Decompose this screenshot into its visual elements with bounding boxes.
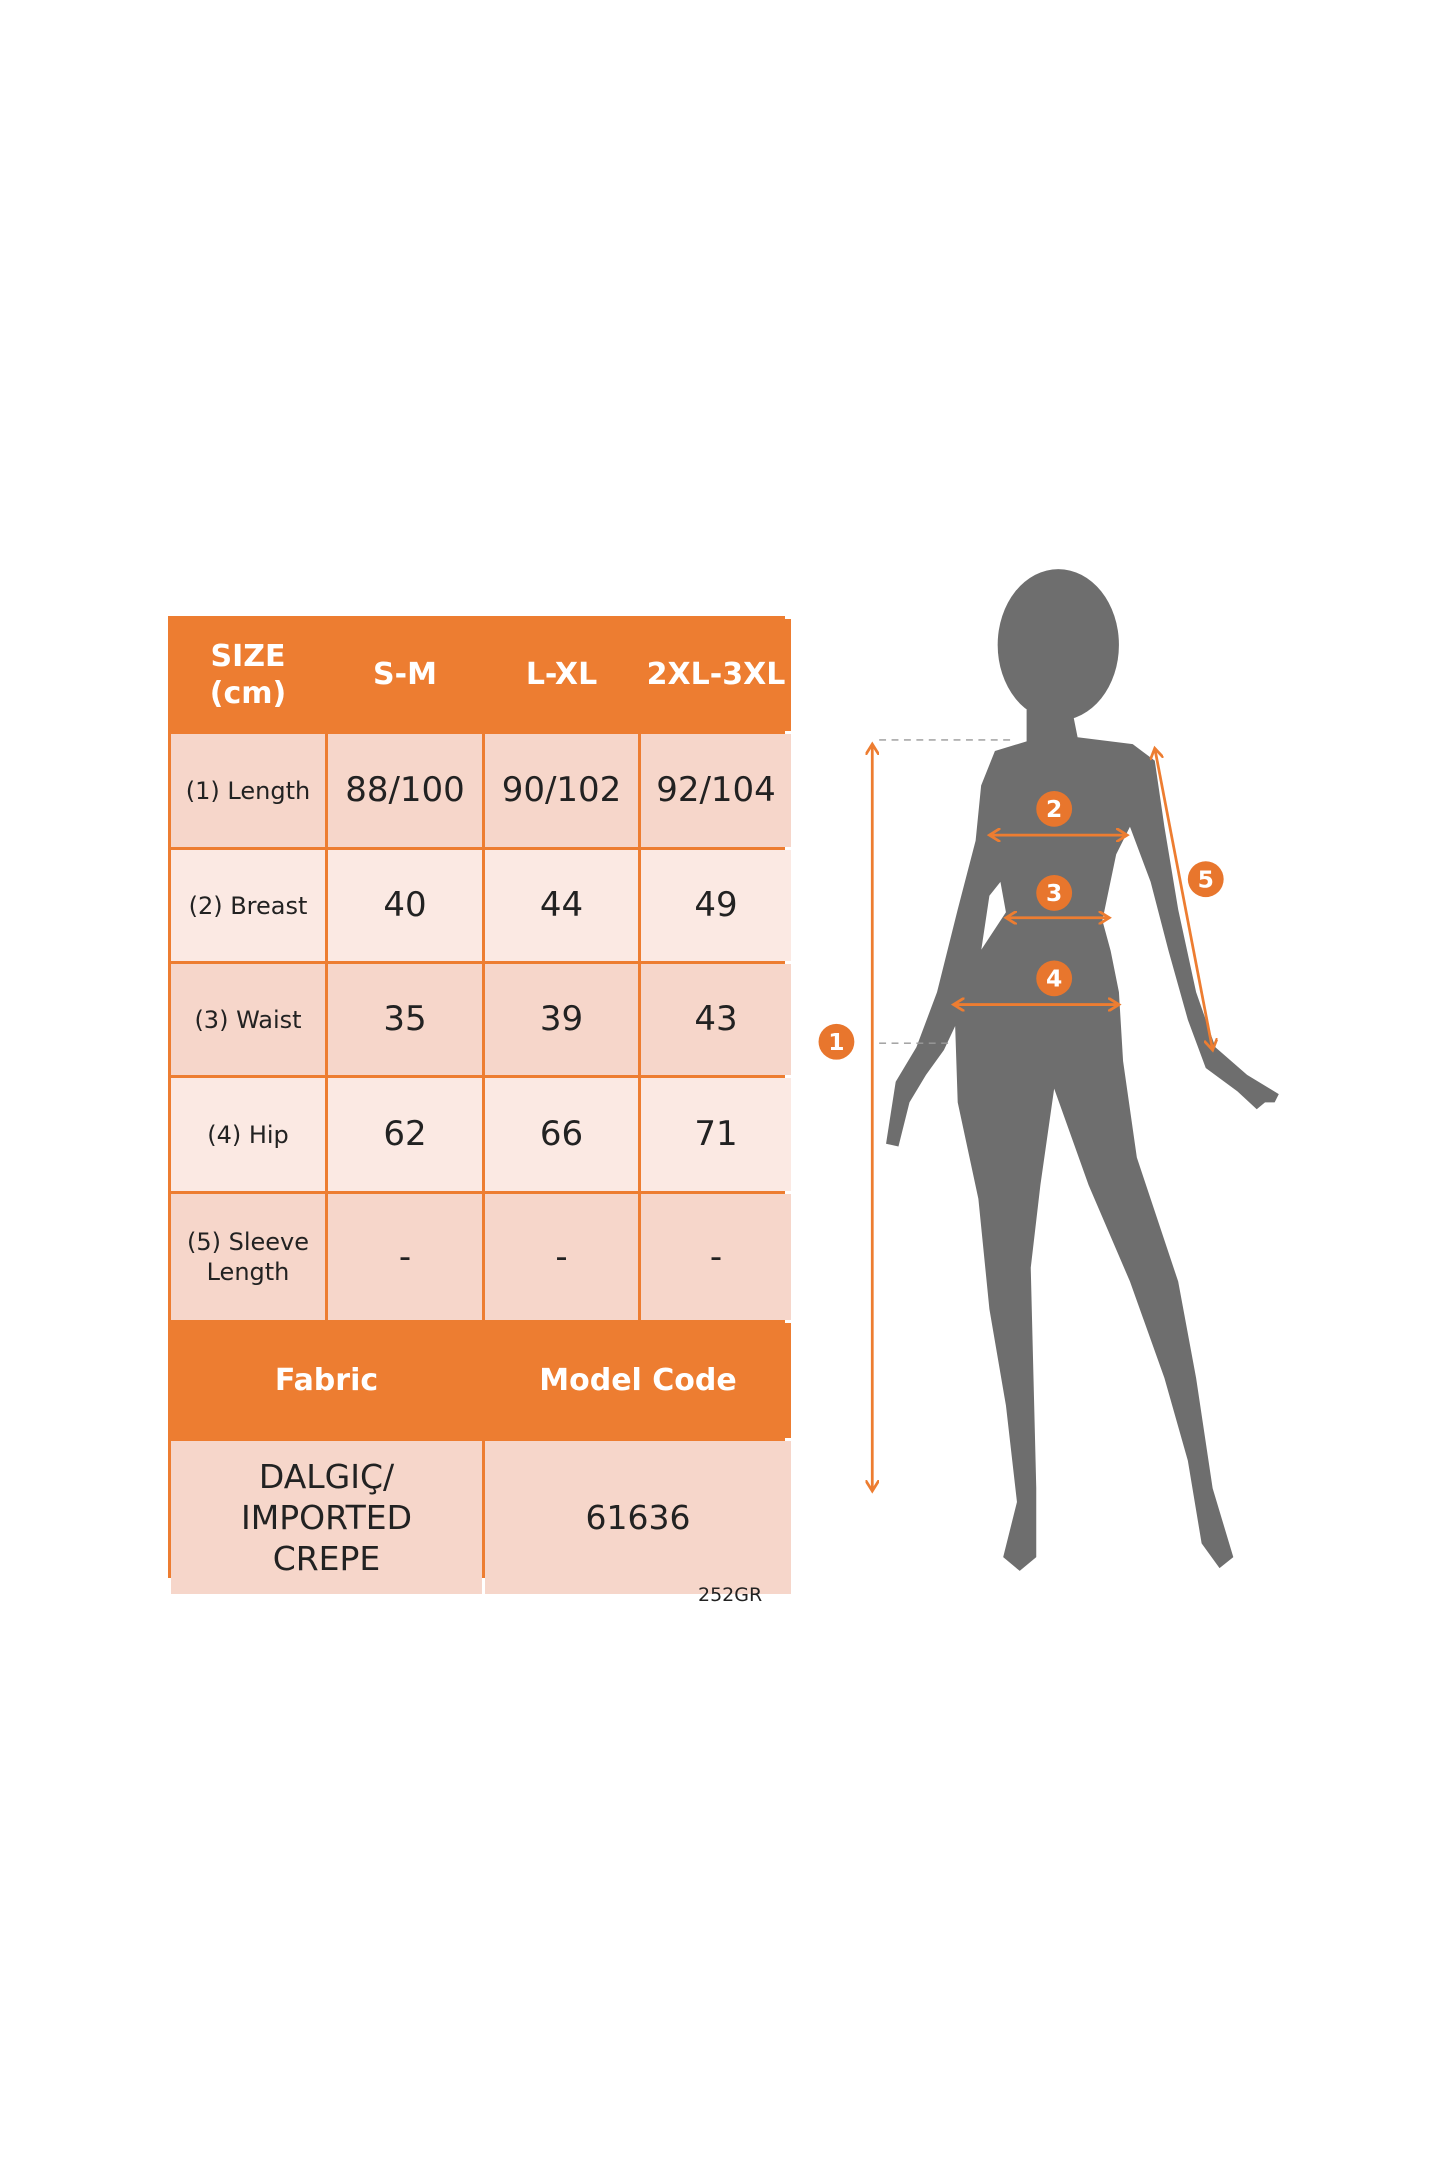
svg-text:3: 3: [1046, 879, 1062, 907]
measurement-guides: [872, 739, 1213, 1491]
cell-waist-2xl-3xl: 43: [641, 964, 791, 1075]
model-code-value: 61636: [485, 1441, 791, 1594]
svg-text:1: 1: [828, 1028, 844, 1056]
marker-1: 1: [818, 1023, 855, 1060]
marker-3: 3: [1036, 875, 1073, 911]
woman-silhouette-icon: [886, 569, 1279, 1571]
cell-waist-s-m: 35: [328, 964, 482, 1075]
product-code-note: 252GR: [698, 1584, 763, 1606]
svg-text:4: 4: [1046, 965, 1062, 993]
sleeve-arrow: [1155, 748, 1213, 1050]
cell-length-l-xl: 90/102: [485, 734, 638, 847]
cell-breast-s-m: 40: [328, 850, 482, 961]
row-label-length: (1) Length: [171, 734, 325, 847]
svg-text:5: 5: [1198, 865, 1214, 893]
marker-2: 2: [1036, 790, 1073, 827]
cell-length-s-m: 88/100: [328, 734, 482, 847]
size-table: SIZE (cm) S-M L-XL 2XL-3XL (1) Length 88…: [168, 616, 791, 1594]
cell-waist-l-xl: 39: [485, 964, 638, 1075]
cell-hip-l-xl: 66: [485, 1078, 638, 1191]
header-l-xl: L-XL: [485, 619, 638, 731]
cell-sleeve-s-m: -: [328, 1194, 482, 1320]
cell-breast-l-xl: 44: [485, 850, 638, 961]
row-label-waist: (3) Waist: [171, 964, 325, 1075]
fabric-value: DALGIÇ/ IMPORTED CREPE: [171, 1441, 482, 1594]
svg-text:2: 2: [1046, 795, 1062, 823]
cell-hip-2xl-3xl: 71: [641, 1078, 791, 1191]
cell-sleeve-l-xl: -: [485, 1194, 638, 1320]
header-size-unit: SIZE (cm): [171, 619, 325, 731]
cell-breast-2xl-3xl: 49: [641, 850, 791, 961]
row-label-breast: (2) Breast: [171, 850, 325, 961]
header-model-code: Model Code: [485, 1323, 791, 1438]
header-2xl-3xl: 2XL-3XL: [641, 619, 791, 731]
cell-sleeve-2xl-3xl: -: [641, 1194, 791, 1320]
header-s-m: S-M: [328, 619, 482, 731]
row-label-hip: (4) Hip: [171, 1078, 325, 1191]
cell-hip-s-m: 62: [328, 1078, 482, 1191]
row-label-sleeve-length: (5) Sleeve Length: [171, 1194, 325, 1320]
header-fabric: Fabric: [171, 1323, 482, 1438]
marker-5: 5: [1187, 861, 1224, 898]
cell-length-2xl-3xl: 92/104: [641, 734, 791, 847]
marker-4: 4: [1036, 960, 1073, 997]
